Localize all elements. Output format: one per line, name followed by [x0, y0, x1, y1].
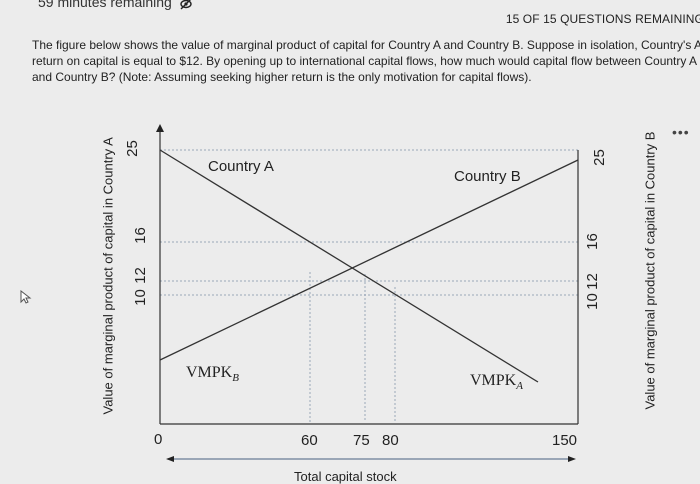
questions-remaining: 15 OF 15 QUESTIONS REMAINING — [505, 12, 700, 26]
left-tick-12: 12 — [131, 267, 149, 284]
capital-stock-arrow-right — [568, 456, 576, 462]
right-tick-10: 10 — [583, 293, 601, 310]
mouse-cursor-icon — [20, 290, 32, 304]
vmpk-b-line — [159, 159, 579, 361]
x-tick-80: 80 — [382, 432, 399, 449]
x-axis-label: Total capital stock — [294, 469, 397, 484]
x-tick-150: 150 — [552, 432, 578, 449]
left-tick-25: 25 — [123, 140, 141, 157]
left-tick-10: 10 — [131, 289, 149, 306]
right-tick-12: 12 — [583, 273, 601, 290]
country-b-label: Country B — [454, 168, 521, 185]
right-axis-label: Value of marginal product of capital in … — [642, 131, 658, 410]
figure-svg — [156, 124, 579, 462]
vmpk-a-line — [159, 149, 539, 383]
timer-text: 59 minutes remaining — [38, 0, 172, 10]
question-text: The figure below shows the value of marg… — [32, 38, 700, 84]
right-tick-16: 16 — [583, 233, 601, 250]
country-a-label: Country A — [208, 158, 274, 175]
x-tick-60: 60 — [301, 432, 318, 449]
vmpk-b-label: VMPKB — [186, 364, 239, 385]
capital-stock-arrow-left — [166, 456, 174, 462]
left-axis-arrow — [156, 124, 164, 132]
hide-timer-icon[interactable] — [180, 0, 192, 10]
top-bar: 59 minutes remaining 15 OF 15 QUESTIONS … — [0, 0, 700, 26]
more-options-icon[interactable]: ••• — [672, 124, 690, 140]
left-tick-16: 16 — [131, 227, 149, 244]
capital-flow-figure: Value of marginal product of capital in … — [98, 112, 658, 484]
x-tick-75: 75 — [353, 432, 370, 449]
left-axis-label: Value of marginal product of capital in … — [100, 137, 116, 415]
right-tick-25: 25 — [590, 149, 608, 166]
vmpk-a-label: VMPKA — [470, 372, 523, 393]
x-tick-0: 0 — [154, 431, 163, 448]
